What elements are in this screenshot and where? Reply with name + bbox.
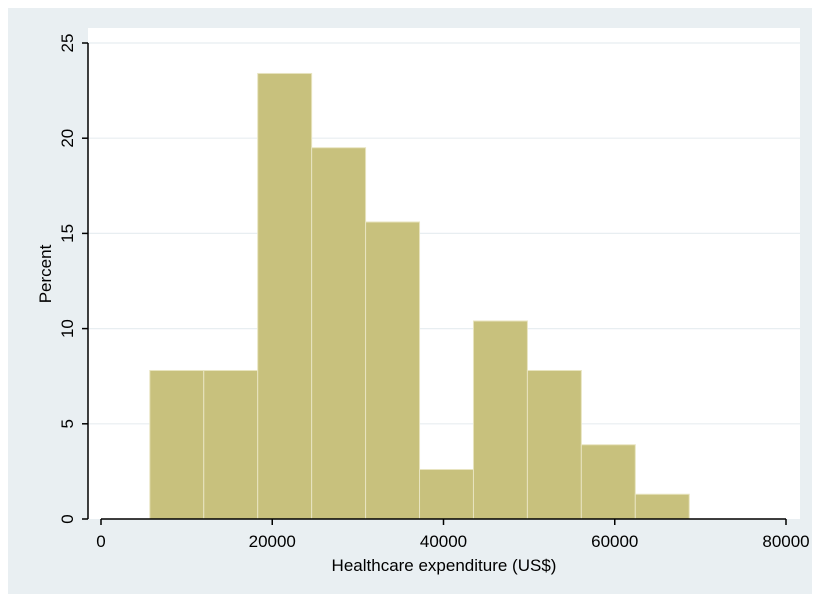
x-tick-label-3: 60000 [591, 532, 638, 551]
histogram-bars [149, 72, 690, 520]
axes [82, 42, 787, 525]
histogram-bar-1 [203, 369, 259, 520]
x-axis-title: Healthcare expenditure (US$) [332, 556, 557, 575]
x-tick-label-4: 80000 [762, 532, 809, 551]
histogram-bar-7 [526, 369, 582, 520]
histogram-bar-8 [580, 444, 636, 520]
histogram-bar-4 [365, 221, 421, 520]
y-tick-label-3: 15 [58, 224, 77, 243]
y-axis-title: Percent [36, 244, 55, 303]
y-tick-label-1: 5 [58, 419, 77, 428]
x-tick-label-1: 20000 [249, 532, 296, 551]
y-tick-label-0: 0 [58, 514, 77, 523]
x-tick-label-0: 0 [96, 532, 105, 551]
tick-labels: 0 5 10 15 20 25 0 20000 40000 60000 80000 [58, 34, 810, 551]
x-tick-label-2: 40000 [420, 532, 467, 551]
y-tick-label-4: 20 [58, 129, 77, 148]
histogram-bar-3 [311, 147, 367, 520]
histogram-bar-2 [257, 72, 313, 520]
histogram-bar-0 [149, 369, 205, 520]
y-tick-label-5: 25 [58, 34, 77, 53]
histogram-bar-6 [472, 320, 528, 520]
y-tick-label-2: 10 [58, 319, 77, 338]
histogram-bar-5 [419, 468, 474, 520]
histogram-bar-9 [634, 493, 690, 520]
